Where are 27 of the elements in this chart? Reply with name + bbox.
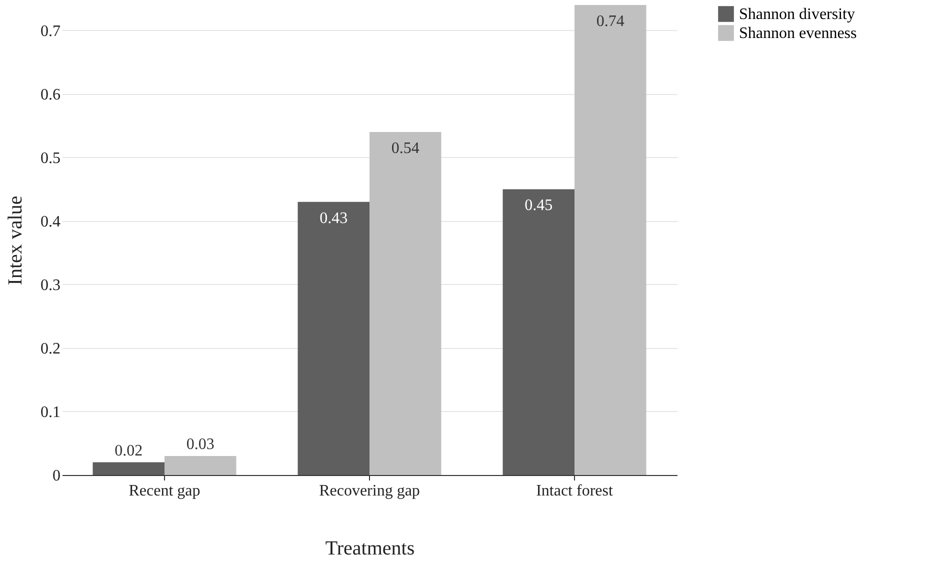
legend-label: Shannon diversity — [739, 6, 855, 23]
y-tick-label: 0.6 — [40, 86, 60, 104]
x-tick-label: Recovering gap — [319, 482, 420, 500]
y-tick-label: 0 — [52, 468, 60, 484]
y-tick-label: 0.1 — [40, 404, 60, 421]
data-label: 0.02 — [114, 442, 143, 460]
y-axis-title: Intex value — [4, 196, 26, 286]
y-tick-label: 0.3 — [40, 276, 60, 294]
x-axis-title: Treatments — [325, 538, 415, 560]
data-label: 0.74 — [596, 13, 624, 30]
x-tick-label: Recent gap — [128, 482, 200, 500]
data-label: 0.54 — [391, 140, 420, 158]
bar — [502, 189, 574, 475]
y-tick-label: 0.2 — [40, 340, 60, 358]
legend-label: Shannon evenness — [739, 25, 857, 42]
data-label: 0.43 — [320, 210, 348, 227]
data-label: 0.45 — [524, 197, 553, 214]
x-tick-label: Intact forest — [536, 482, 614, 500]
bar — [92, 462, 164, 475]
bar — [574, 5, 646, 475]
data-label: 0.03 — [186, 436, 214, 453]
y-tick-label: 0.4 — [40, 213, 60, 230]
bar — [298, 202, 370, 475]
bar — [164, 456, 236, 475]
y-tick-label: 0.5 — [40, 150, 60, 167]
bar — [370, 132, 442, 475]
y-tick-label: 0.7 — [40, 22, 60, 40]
